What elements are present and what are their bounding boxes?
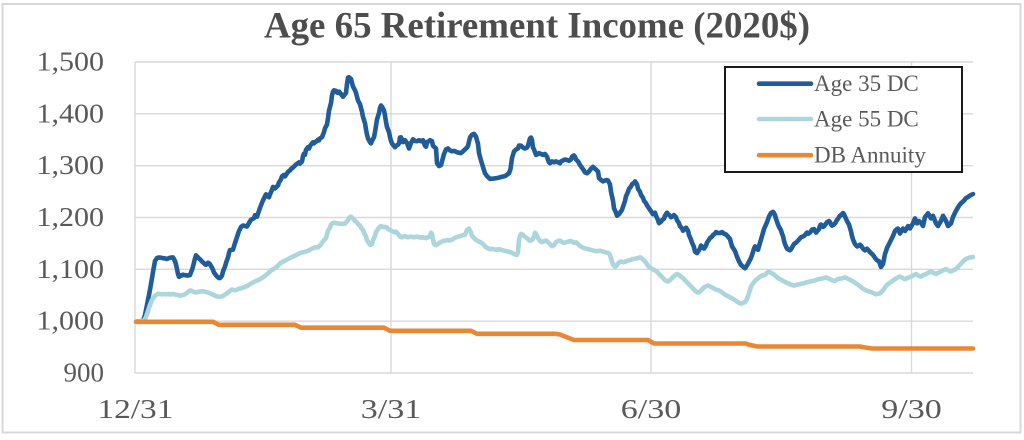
svg-text:6/30: 6/30 xyxy=(621,394,682,424)
svg-text:Age 65 Retirement Income (2020: Age 65 Retirement Income (2020$) xyxy=(264,6,810,47)
svg-text:1,000: 1,000 xyxy=(37,306,105,336)
svg-text:Age 55 DC: Age 55 DC xyxy=(814,107,919,132)
svg-text:3/31: 3/31 xyxy=(361,394,422,424)
svg-text:1,500: 1,500 xyxy=(37,47,105,77)
svg-text:12/31: 12/31 xyxy=(97,394,173,424)
svg-text:1,100: 1,100 xyxy=(37,254,105,284)
svg-text:1,300: 1,300 xyxy=(37,150,105,180)
svg-text:900: 900 xyxy=(64,358,105,388)
svg-text:1,200: 1,200 xyxy=(37,202,105,232)
svg-text:9/30: 9/30 xyxy=(881,394,942,424)
svg-text:1,400: 1,400 xyxy=(37,98,105,128)
svg-text:DB Annuity: DB Annuity xyxy=(814,143,926,168)
svg-text:Age 35 DC: Age 35 DC xyxy=(814,71,919,96)
